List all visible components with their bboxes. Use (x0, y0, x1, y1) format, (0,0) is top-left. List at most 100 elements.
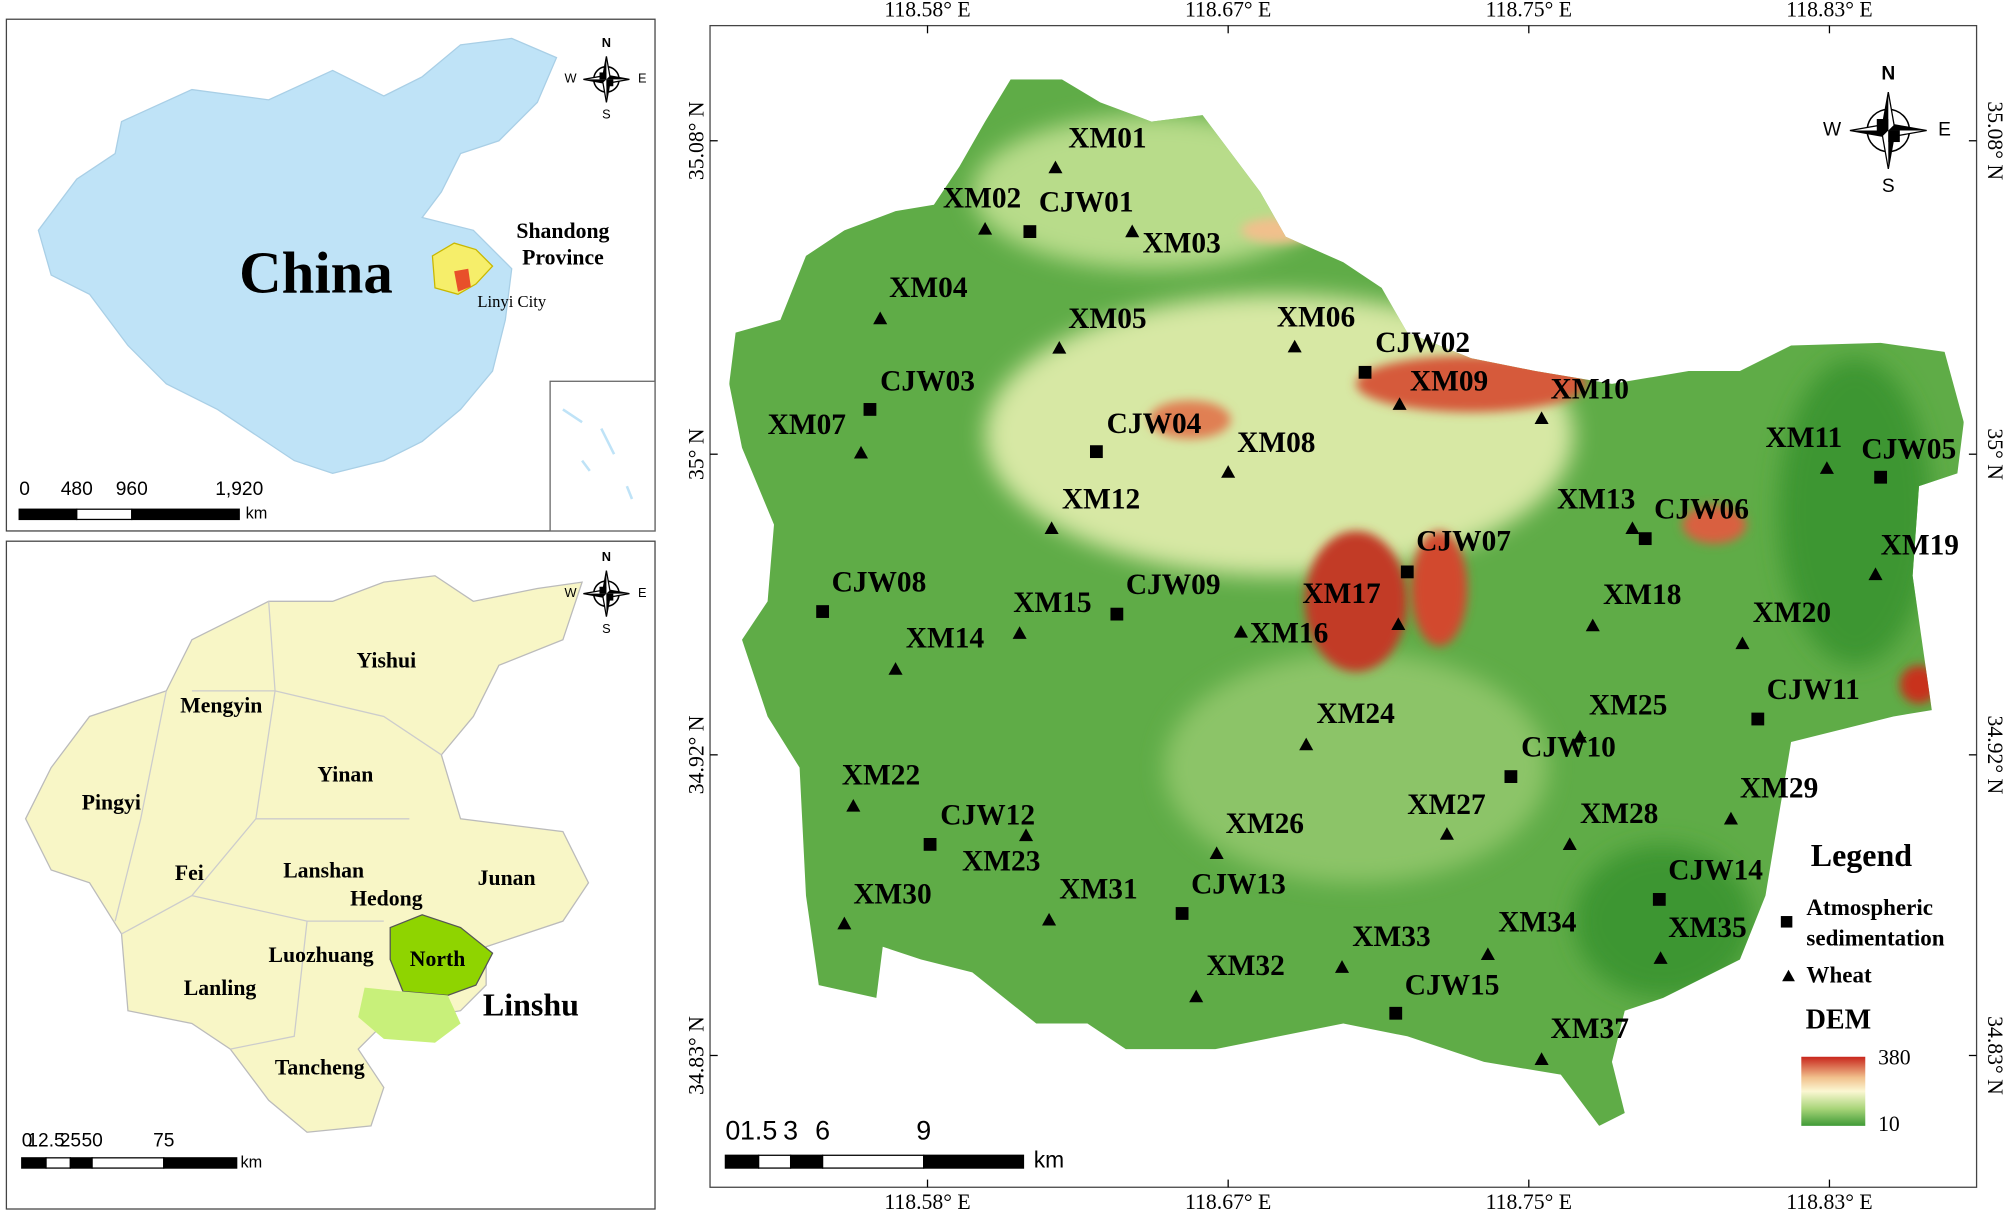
compass-center (606, 79, 614, 87)
site-label: XM19 (1881, 529, 1959, 561)
wheat-site (1334, 960, 1350, 973)
site-label: XM12 (1062, 483, 1140, 515)
lon-label: 118.75° E (1486, 1190, 1572, 1214)
compass-e: E (638, 71, 647, 86)
sedimentation-site (923, 838, 937, 851)
country-label: China (239, 240, 393, 305)
legend-title: Legend (1811, 838, 1912, 873)
sedimentation-site (1652, 893, 1666, 906)
site-label: XM05 (1068, 303, 1146, 335)
legend-label: Wheat (1806, 962, 1872, 988)
site-label: CJW09 (1126, 569, 1221, 601)
scale-label: 1.5 (740, 1115, 777, 1145)
scale-label: 6 (815, 1115, 830, 1145)
site-label: XM16 (1250, 618, 1328, 650)
wheat-site (1012, 626, 1027, 639)
site-label: CJW08 (832, 566, 927, 598)
site-label: XM25 (1589, 689, 1667, 721)
lon-label: 118.67° E (1185, 0, 1271, 22)
lat-label: 34.83° N (1983, 1016, 2006, 1095)
wheat-site (1391, 617, 1406, 630)
province-label: Province (522, 246, 604, 270)
scale-segment (21, 1157, 47, 1169)
scale-segment (789, 1154, 824, 1169)
scale-segment (91, 1157, 165, 1169)
compass-e: E (638, 585, 647, 600)
lon-label: 118.58° E (884, 0, 970, 22)
scale-segment (923, 1154, 1025, 1169)
site-label: XM09 (1410, 366, 1488, 398)
wheat-site (1125, 224, 1140, 238)
county-label: Junan (478, 866, 536, 890)
site-label: CJW15 (1405, 969, 1500, 1001)
site-label: XM08 (1237, 427, 1315, 459)
lon-label: 118.67° E (1185, 1190, 1271, 1214)
compass-center (599, 72, 607, 80)
sedimentation-site (1638, 532, 1652, 546)
province-label: Shandong (516, 219, 609, 243)
site-label: XM17 (1302, 578, 1380, 610)
wheat-site (1868, 567, 1883, 581)
compass-s: S (602, 107, 611, 122)
wheat-site (873, 311, 888, 325)
site-label: CJW14 (1668, 854, 1763, 886)
wheat-site (1723, 811, 1738, 825)
wheat-site (846, 798, 861, 812)
compass-center (1888, 130, 1900, 143)
dem-colorbar (1801, 1056, 1866, 1126)
legend-label: sedimentation (1806, 925, 1944, 951)
wheat-site (1534, 411, 1549, 425)
scale-segment (45, 1157, 72, 1169)
site-label: XM35 (1668, 912, 1746, 944)
wheat-site (1042, 912, 1057, 926)
south-sea-inset (549, 380, 656, 532)
county-label: Fei (175, 861, 204, 885)
wheat-site (1735, 636, 1750, 650)
scale-segment (724, 1154, 760, 1169)
lon-label: 118.83° E (1786, 1190, 1872, 1214)
wheat-site (1221, 465, 1236, 478)
site-label: CJW03 (880, 366, 975, 398)
sedimentation-site (816, 605, 830, 618)
compass-n: N (602, 549, 611, 564)
site-label: XM14 (906, 623, 985, 655)
site-label: XM28 (1580, 798, 1658, 830)
china-shape (37, 37, 558, 475)
site-label: XM18 (1603, 579, 1681, 611)
lat-label: 35° N (685, 428, 709, 480)
site-label: CJW02 (1375, 327, 1470, 359)
site-label: XM03 (1142, 227, 1220, 259)
wheat-site (1572, 729, 1588, 743)
sedimentation-site (1175, 907, 1189, 920)
compass-w: W (565, 585, 578, 600)
site-label: XM07 (768, 409, 846, 441)
lon-label: 118.83° E (1786, 0, 1872, 22)
site-label: XM13 (1557, 483, 1635, 515)
wheat-site (1480, 947, 1495, 961)
site-label: XM10 (1551, 373, 1629, 405)
wheat-site (1052, 340, 1067, 354)
scale-label: 0 (22, 1130, 33, 1151)
wheat-site (853, 445, 869, 459)
site-label: XM11 (1765, 422, 1842, 454)
scale-unit: km (241, 1153, 263, 1171)
county-label: Yinan (317, 763, 373, 787)
scale-segment (18, 508, 78, 521)
site-label: CJW04 (1107, 408, 1202, 440)
legend-label: DEM (1806, 1005, 1872, 1036)
wheat-site (1534, 1052, 1549, 1065)
wheat-site (1189, 989, 1204, 1003)
lat-label: 34.92° N (1983, 715, 2006, 794)
site-label: XM02 (943, 183, 1021, 215)
wheat-site (1209, 846, 1224, 859)
wheat-site (1044, 521, 1059, 535)
site-label: XM26 (1226, 808, 1304, 840)
lon-label: 118.75° E (1486, 0, 1572, 22)
sedimentation-site (1023, 225, 1037, 238)
scale-label: 3 (783, 1115, 798, 1145)
county-label: Lanling (184, 976, 257, 1000)
linshu-south (358, 987, 461, 1043)
site-label: CJW05 (1861, 433, 1956, 465)
legend-square (1780, 916, 1793, 928)
